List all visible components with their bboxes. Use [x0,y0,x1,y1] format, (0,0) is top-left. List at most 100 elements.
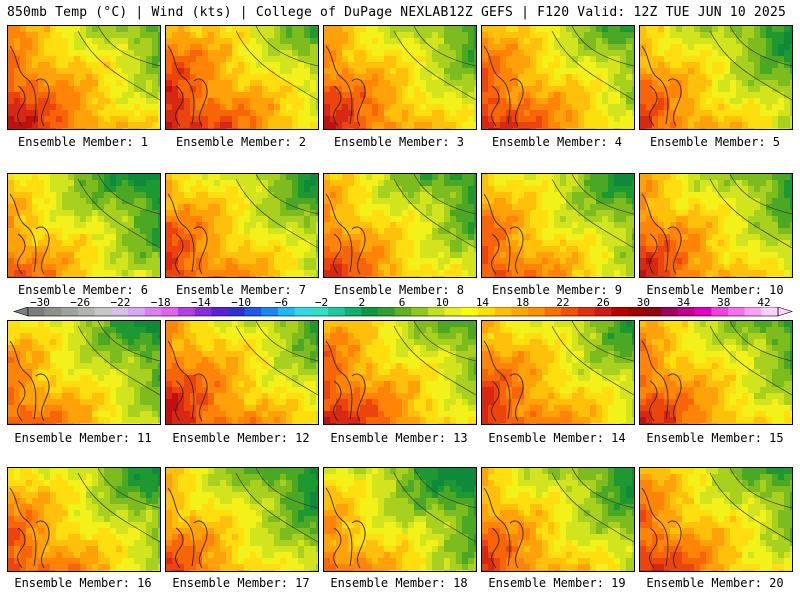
terrain-contour [351,373,366,422]
colorbar-segment [278,307,295,316]
colorbar-segment [411,307,429,316]
temperature-field [324,321,476,424]
isotherm-line [709,472,792,543]
isotherm-line [255,26,318,67]
ensemble-member-map [165,25,319,130]
terrain-contour [193,373,208,422]
temperature-field [166,468,318,571]
ensemble-member-map [639,467,793,572]
terrain-contour [649,380,658,422]
ensemble-member-label: Ensemble Member: 7 [175,283,307,297]
ensemble-member-label: Ensemble Member: 12 [172,431,310,445]
colorbar-segment [578,307,595,316]
temperature-field [324,26,476,129]
colorbar-segment [328,307,345,316]
terrain-contour [351,226,366,275]
colorbar-tick-label: 6 [398,296,406,309]
colorbar-segment [394,307,412,316]
colorbar-segment [94,307,112,316]
terrain-contour [17,85,26,127]
terrain-contour [35,520,50,569]
terrain-contour [641,193,669,273]
temperature-field [166,26,318,129]
colorbar-tick-label: −2 [314,296,329,309]
ensemble-member-label: Ensemble Member: 11 [14,431,152,445]
isotherm-line [551,325,634,396]
colorbar-tick-label: 18 [516,296,530,309]
terrain-contour [325,487,353,567]
isotherm-line [393,325,476,396]
ensemble-member-map [7,173,161,278]
colorbar-segment [611,307,629,316]
colorbar-segment [594,307,612,316]
terrain-contour [491,233,500,275]
colorbar-segment [444,307,462,316]
colorbar-segment [128,307,145,316]
isotherm-line [97,174,160,215]
terrain-contour [9,45,37,125]
ensemble-member-map [481,320,635,425]
temperature-field [324,174,476,277]
ensemble-member-map [7,320,161,425]
terrain-contour [649,233,658,275]
colorbar-segment [294,307,312,316]
terrain-contour [35,373,50,422]
ensemble-member-map [481,467,635,572]
terrain-contour [325,45,353,125]
ensemble-member-map [323,25,477,130]
isotherm-line [729,321,792,362]
ensemble-member-label: Ensemble Member: 14 [488,431,626,445]
isotherm-line [551,30,634,101]
terrain-contour [483,193,511,273]
colorbar-segment [178,307,195,316]
temperature-field [482,26,634,129]
colorbar-tick-label: −22 [110,296,131,309]
colorbar-segment [244,307,262,316]
colorbar-tick-label: −10 [231,296,252,309]
ensemble-member-label: Ensemble Member: 16 [14,576,152,590]
ensemble-member-label: Ensemble Member: 2 [175,135,307,149]
isotherm-line [571,174,634,215]
terrain-contour [175,527,184,569]
colorbar-segment [494,307,512,316]
colorbar-segment [661,307,679,316]
isotherm-line [709,325,792,396]
isotherm-line [709,178,792,249]
isotherm-line [97,321,160,362]
terrain-contour [667,78,682,127]
temperature-field [166,174,318,277]
isotherm-line [709,30,792,101]
terrain-contour [509,226,524,275]
colorbar-tick-label: −6 [274,296,288,309]
temperature-colorbar: −30 −26 −22 −18 −14 −10 −6 −2 2 6 10 14 18 22 26 30 34 38… [0,296,800,320]
colorbar-segment [511,307,529,316]
terrain-contour [641,340,669,420]
ensemble-member-label: Ensemble Member: 5 [649,135,781,149]
isotherm-line [413,26,476,67]
colorbar-segment [561,307,579,316]
terrain-contour [509,520,524,569]
ensemble-member-label: Ensemble Member: 9 [491,283,623,297]
colorbar-segment [478,307,495,316]
colorbar-segment [628,307,645,316]
terrain-contour [333,85,342,127]
terrain-contour [325,340,353,420]
terrain-contour [483,45,511,125]
terrain-contour [649,527,658,569]
terrain-contour [333,233,342,275]
ensemble-member-label: Ensemble Member: 17 [172,576,310,590]
colorbar-tick-label: −18 [150,296,171,309]
ensemble-member-label: Ensemble Member: 15 [646,431,784,445]
terrain-contour [175,233,184,275]
terrain-contour [509,373,524,422]
isotherm-line [729,468,792,509]
temperature-field [8,26,160,129]
ensemble-member-label: Ensemble Member: 8 [333,283,465,297]
isotherm-line [551,178,634,249]
colorbar-segment [711,307,729,316]
colorbar-segment [211,307,229,316]
terrain-contour [9,340,37,420]
isotherm-line [77,472,160,543]
terrain-contour [483,487,511,567]
temperature-field [324,468,476,571]
